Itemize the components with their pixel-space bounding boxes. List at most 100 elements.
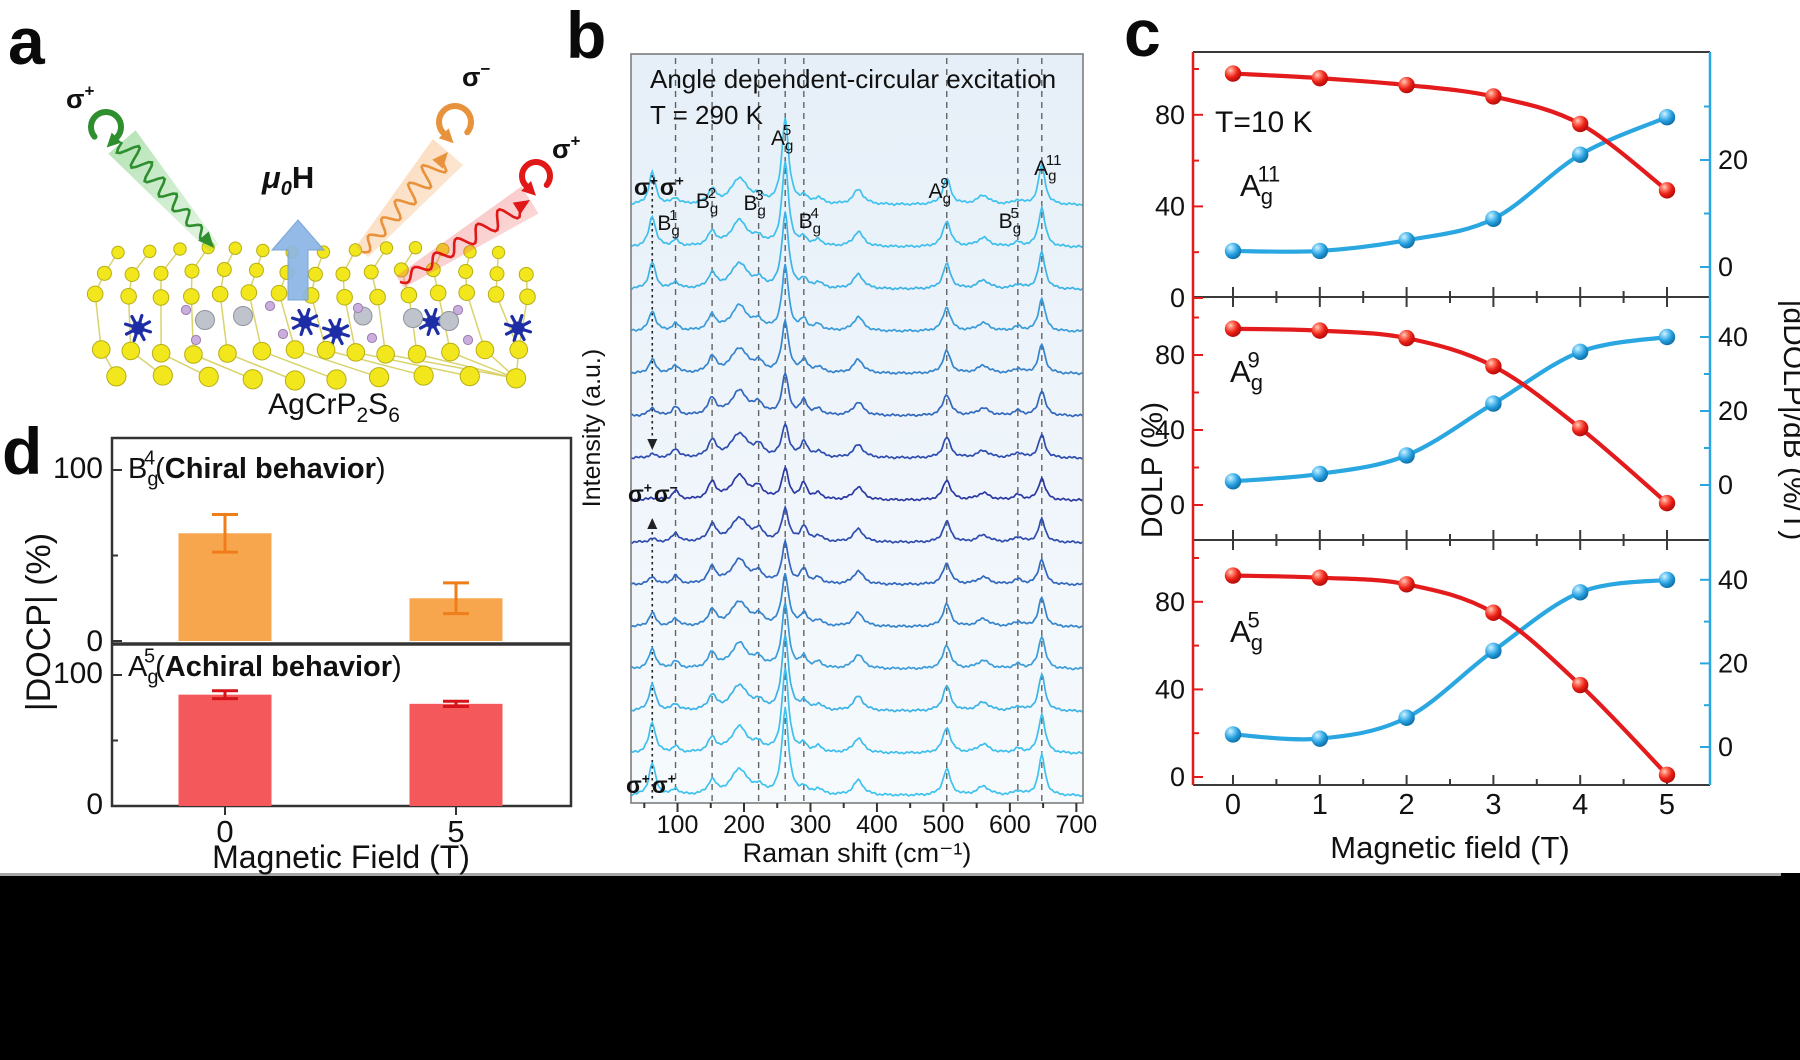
raman-mode-label: Bg3 (743, 187, 765, 219)
right-tick-label: 40 (1718, 322, 1748, 352)
error-bar (212, 512, 238, 554)
x-axis-ticks (643, 803, 1078, 812)
polarization-label-middle: σ+ σ− (628, 479, 680, 507)
ddolp-data-point (1485, 642, 1502, 660)
raman-mode-label: Bg4 (799, 205, 821, 237)
field-label: μ0H (261, 160, 314, 200)
sulfur-atoms-row (96, 262, 534, 282)
dolp-data-point (1311, 69, 1328, 87)
dolp-curve (1232, 573, 1669, 777)
panel-a-crystal-schematic: σ+ σ− σ+ μ0H AgCrP2S6 (66, 60, 583, 427)
sigma-plus-reflected-label: σ+ (552, 132, 583, 164)
dolp-subpanel-A5: 0 40 80 0 20 40 Ag5 (1155, 540, 1748, 792)
spectrum-line (630, 667, 1084, 755)
ddolp-data-point (1485, 210, 1502, 228)
panel-b-raman-spectra-chart: 100 200 300 400 500 600 700 Bg1 Bg2 Bg3 Ag5 Bg4 Ag9 B… (578, 53, 1097, 868)
bottom-divider (0, 873, 1781, 876)
y-tick-label: 100 (53, 657, 103, 690)
raman-mode-label: Ag5 (771, 122, 793, 154)
reflected-helicity-arrow-1 (436, 103, 474, 144)
x-tick-label: 5 (1659, 789, 1675, 821)
left-tick-label: 80 (1155, 340, 1185, 370)
left-tick-label: 80 (1155, 587, 1185, 617)
panel-c-left-yaxis-label: DOLP (%) (1136, 402, 1169, 538)
spectrum-line (630, 211, 1084, 291)
dolp-data-point (1572, 115, 1589, 133)
right-tick-label: 40 (1718, 565, 1748, 595)
right-tick-label: 20 (1718, 648, 1748, 678)
sigma-plus-incident-label: σ+ (66, 82, 97, 114)
dolp-data-point (1485, 604, 1502, 621)
dolp-data-point (1485, 88, 1502, 105)
right-tick-label: 20 (1718, 145, 1748, 175)
ddolp-data-point (1658, 571, 1676, 588)
ddolp-data-point (1398, 447, 1415, 464)
x-tick-label: 2 (1399, 789, 1415, 821)
ddolp-data-point (1224, 726, 1242, 743)
silver-atoms (195, 306, 459, 331)
y-tick-label: 100 (53, 452, 103, 485)
docp-bar (178, 694, 272, 806)
spectrum-line (630, 707, 1084, 798)
sulfur-atoms-row (86, 284, 536, 306)
x-tick-label: 0 (216, 814, 233, 849)
dolp-data-point (1658, 182, 1676, 199)
y-tick-label: 0 (86, 788, 103, 821)
spectrum-line (630, 370, 1084, 418)
ddolp-data-point (1311, 465, 1328, 483)
ddolp-data-point (1658, 328, 1676, 346)
dolp-data-point (1398, 329, 1415, 347)
polarization-label-top: σ+ σ+ (634, 172, 686, 200)
spectrum-line (630, 634, 1083, 713)
right-tick-label: 0 (1718, 470, 1733, 500)
left-tick-label: 80 (1155, 100, 1185, 130)
bar-mode-label: Bg4(Chiral behavior) (128, 447, 386, 490)
dolp-data-point (1311, 322, 1328, 339)
ddolp-data-point (1224, 242, 1242, 260)
ddolp-data-point (1311, 242, 1328, 260)
left-tick-label: 0 (1170, 762, 1185, 792)
raman-mode-label: Bg5 (999, 205, 1021, 237)
ddolp-data-point (1485, 395, 1502, 412)
left-tick-label: 40 (1155, 674, 1185, 704)
x-tick-label: 300 (790, 811, 832, 839)
dolp-data-point (1224, 65, 1242, 82)
error-bar (212, 689, 238, 701)
panel-label-d: d (2, 414, 43, 488)
material-label: AgCrP2S6 (268, 388, 400, 427)
raman-mode-label: Bg2 (696, 185, 718, 217)
error-bar (443, 699, 469, 708)
panel-d-xaxis-label: Magnetic Field (T) (212, 839, 470, 875)
chromium-atoms (123, 307, 533, 347)
dolp-data-point (1572, 676, 1589, 694)
dolp-subpanel-A11: 0 40 80 0 20 Ag11 (1155, 52, 1748, 313)
phonon-mode-label: Ag9 (1230, 347, 1263, 394)
left-tick-label: 40 (1155, 191, 1185, 221)
ddolp-data-point (1224, 473, 1242, 490)
x-tick-label: 4 (1572, 789, 1588, 821)
spectrum-line (631, 504, 1084, 545)
spectrum-line (630, 263, 1084, 333)
right-tick-label: 0 (1718, 732, 1733, 762)
crystal-illustration (86, 103, 553, 391)
panel-b-xaxis-label: Raman shift (cm⁻¹) (743, 838, 972, 868)
x-tick-label: 700 (1055, 811, 1097, 839)
left-tick-label: 40 (1155, 415, 1185, 445)
spectrum-line (630, 602, 1084, 671)
panel-c-xaxis-label: Magnetic field (T) (1330, 830, 1569, 865)
dolp-data-point (1224, 320, 1242, 337)
spectrum-line (630, 537, 1084, 587)
x-tick-label: 5 (447, 814, 464, 849)
spectrum-line (630, 422, 1084, 460)
x-tick-label: 1 (1312, 789, 1328, 821)
panel-c-dolp-chart: 0 40 80 0 20 Ag11 0 40 80 0 20 40 Ag9 0 40 80 0 20 40 Ag5 0 1… (1136, 51, 1800, 865)
left-tick-label: 0 (1170, 283, 1185, 313)
x-tick-label: 100 (657, 811, 699, 839)
spectrum-line (630, 161, 1084, 249)
raman-spectra (630, 117, 1084, 798)
docp-subpanel-A5: 100 0 Ag5(Achiral behavior) (53, 645, 503, 821)
x-tick-label: 0 (1225, 789, 1241, 821)
polarization-label-bottom: σ+ σ+ (626, 770, 678, 798)
